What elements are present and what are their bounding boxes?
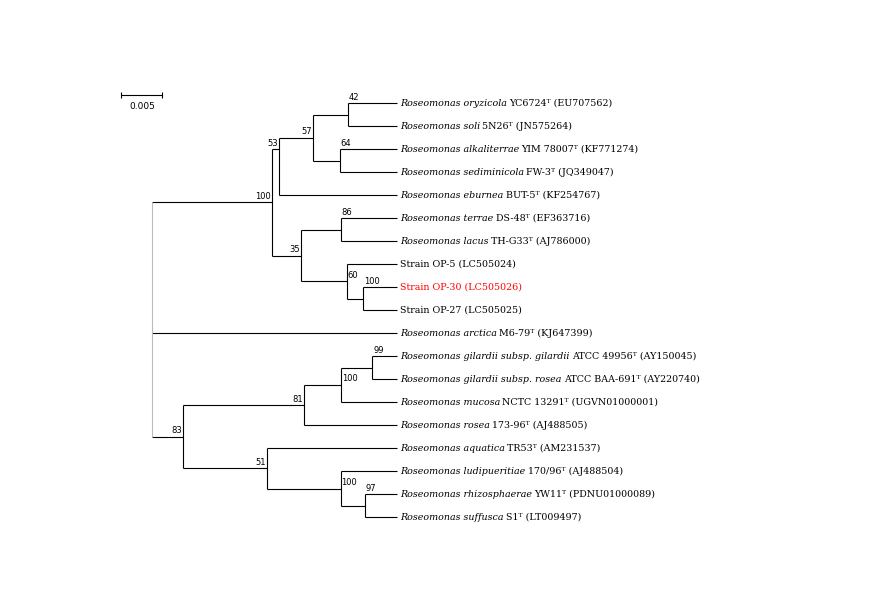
Text: 35: 35 [289, 245, 300, 254]
Text: S1ᵀ (LT009497): S1ᵀ (LT009497) [505, 513, 581, 522]
Text: Roseomonas soli: Roseomonas soli [400, 122, 481, 130]
Text: 0.005: 0.005 [129, 101, 154, 111]
Text: Roseomonas gilardii subsp. rosea: Roseomonas gilardii subsp. rosea [400, 375, 563, 384]
Text: 100: 100 [341, 478, 357, 487]
Text: Strain OP-27 (LC505025): Strain OP-27 (LC505025) [400, 306, 522, 315]
Text: 86: 86 [341, 208, 352, 216]
Text: DS-48ᵀ (EF363716): DS-48ᵀ (EF363716) [495, 213, 589, 223]
Text: Roseomonas aquatica: Roseomonas aquatica [400, 444, 507, 453]
Text: 57: 57 [301, 127, 311, 136]
Text: Roseomonas mucosa: Roseomonas mucosa [400, 398, 502, 407]
Text: BUT-5ᵀ (KF254767): BUT-5ᵀ (KF254767) [505, 191, 599, 200]
Text: 100: 100 [364, 277, 379, 285]
Text: 100: 100 [255, 192, 271, 200]
Text: ATCC BAA-691ᵀ (AY220740): ATCC BAA-691ᵀ (AY220740) [563, 375, 699, 384]
Text: NCTC 13291ᵀ (UGVN01000001): NCTC 13291ᵀ (UGVN01000001) [502, 398, 658, 407]
Text: TH-G33ᵀ (AJ786000): TH-G33ᵀ (AJ786000) [490, 237, 589, 246]
Text: Roseomonas rosea: Roseomonas rosea [400, 421, 492, 430]
Text: 99: 99 [373, 346, 383, 355]
Text: YIM 78007ᵀ (KF771274): YIM 78007ᵀ (KF771274) [521, 145, 638, 154]
Text: Roseomonas gilardii subsp. gilardii: Roseomonas gilardii subsp. gilardii [400, 352, 571, 361]
Text: Roseomonas rhizosphaerae: Roseomonas rhizosphaerae [400, 490, 533, 499]
Text: 170/96ᵀ (AJ488504): 170/96ᵀ (AJ488504) [527, 467, 622, 476]
Text: 100: 100 [342, 375, 358, 383]
Text: Roseomonas arctica: Roseomonas arctica [400, 328, 498, 338]
Text: Roseomonas lacus: Roseomonas lacus [400, 237, 490, 245]
Text: Strain OP-5 (LC505024): Strain OP-5 (LC505024) [400, 260, 516, 269]
Text: Roseomonas eburnea: Roseomonas eburnea [400, 191, 505, 200]
Text: Roseomonas suffusca: Roseomonas suffusca [400, 513, 505, 522]
Text: YC6724ᵀ (EU707562): YC6724ᵀ (EU707562) [509, 98, 611, 108]
Text: Roseomonas alkaliterrae: Roseomonas alkaliterrae [400, 145, 521, 154]
Text: Strain OP-30 (LC505026): Strain OP-30 (LC505026) [400, 283, 522, 292]
Text: M6-79ᵀ (KJ647399): M6-79ᵀ (KJ647399) [498, 328, 592, 338]
Text: 173-96ᵀ (AJ488505): 173-96ᵀ (AJ488505) [492, 421, 587, 430]
Text: 97: 97 [365, 484, 375, 493]
Text: 51: 51 [255, 458, 266, 467]
Text: 64: 64 [340, 138, 351, 148]
Text: 60: 60 [347, 271, 358, 280]
Text: TR53ᵀ (AM231537): TR53ᵀ (AM231537) [507, 444, 600, 453]
Text: Roseomonas oryzicola: Roseomonas oryzicola [400, 98, 509, 108]
Text: 81: 81 [292, 395, 303, 403]
Text: 83: 83 [172, 426, 182, 435]
Text: Roseomonas ludipueritiae: Roseomonas ludipueritiae [400, 467, 527, 476]
Text: FW-3ᵀ (JQ349047): FW-3ᵀ (JQ349047) [525, 167, 613, 177]
Text: 42: 42 [348, 92, 359, 101]
Text: 5N26ᵀ (JN575264): 5N26ᵀ (JN575264) [481, 122, 572, 130]
Text: YW11ᵀ (PDNU01000089): YW11ᵀ (PDNU01000089) [533, 490, 654, 499]
Text: Roseomonas terrae: Roseomonas terrae [400, 213, 495, 223]
Text: 53: 53 [267, 138, 278, 148]
Text: Roseomonas sediminicola: Roseomonas sediminicola [400, 168, 525, 177]
Text: ATCC 49956ᵀ (AY150045): ATCC 49956ᵀ (AY150045) [571, 352, 695, 361]
